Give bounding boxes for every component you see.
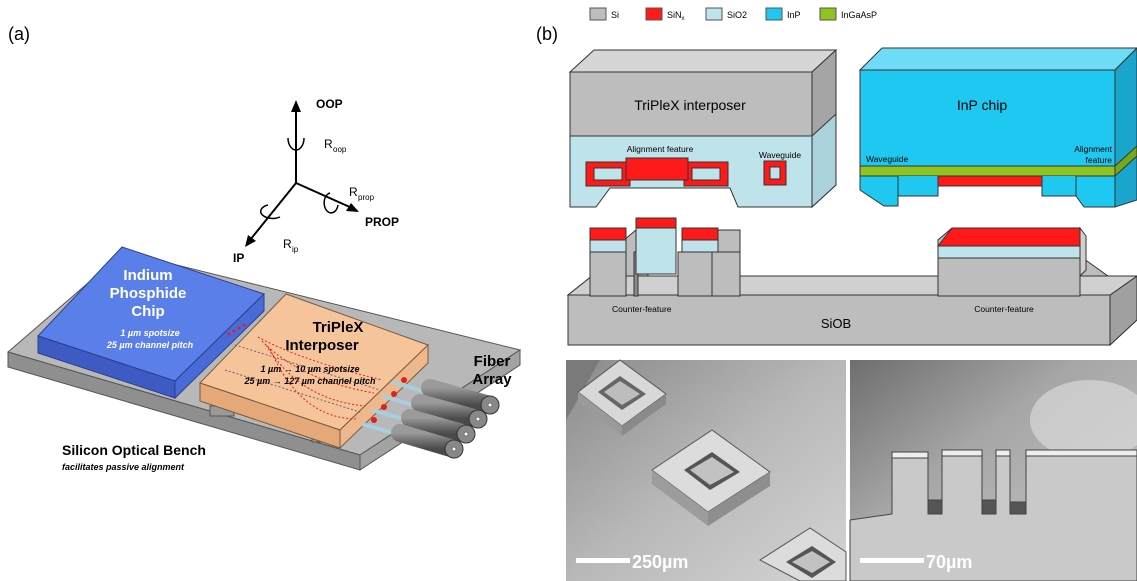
legend-label-inp: InP [787,10,801,20]
inp-chip-line3: Chip [131,303,164,320]
interposer-spec1: 1 µm → 10 µm spotsize [261,364,360,374]
fiber [391,379,500,415]
inp-chip-block [858,47,1137,208]
sem-image-right: 70µm [849,360,1137,581]
panel-a: (a) OOP R oop R prop PROP IP R ip [6,24,522,472]
legend-swatch-ingaasp [819,7,837,21]
fiber [371,408,476,444]
interposer-line2: Interposer [285,337,359,354]
alignment-feature-label: Alignment feature [627,144,694,154]
scale-label-right: 70µm [926,552,972,572]
legend-label-sio2: SiO2 [727,10,747,20]
bench-subtitle: facilitates passive alignment [62,462,185,472]
bench-title: Silicon Optical Bench [62,442,206,458]
siob-block [566,217,1137,347]
inp-chip-spec2: 25 µm channel pitch [106,340,194,350]
ip-label: IP [233,251,244,265]
interposer-block [568,48,838,209]
sem-pad [759,527,847,581]
r-oop-label: R [324,137,333,151]
panel-b: (b) Si SiNx SiO2 InP InGaAsP [536,7,1137,581]
oop-label: OOP [316,97,343,111]
fiber-line1: Fiber [474,353,511,370]
mode-dots [227,323,407,423]
counter-feature-right-label: Counter-feature [974,304,1034,314]
waveguide-inp-label: Waveguide [866,154,908,164]
legend-swatch-sin [645,7,663,21]
legend-label-si: Si [611,10,619,20]
inp-chip-title: InP chip [957,97,1008,113]
scale-bar-right [860,558,924,563]
inp-chip-line2: Phosphide [110,285,187,302]
inp-chip-spec1: 1 µm spotsize [120,328,179,338]
legend: Si SiNx SiO2 InP InGaAsP [589,7,877,22]
alignment-inp-label-1: Alignment [1074,144,1112,154]
scale-label-left: 250µm [632,552,688,572]
counter-feature-left-label: Counter-feature [612,304,672,314]
r-prop-sub: prop [358,193,375,202]
fiber [361,422,464,459]
alignment-inp-label-2: feature [1086,155,1113,165]
axes-diagram [245,100,359,247]
siob-label: SiOB [821,316,851,331]
legend-swatch-inp [765,7,783,21]
r-ip-sub: ip [292,245,299,254]
legend-label-ingaasp: InGaAsP [841,10,877,20]
r-ip-label: R [283,237,292,251]
r-oop-sub: oop [333,145,347,154]
sem-pad [651,429,771,526]
fiber-line2: Array [472,371,512,388]
prop-label: PROP [365,215,399,229]
fiber [381,394,488,429]
inp-chip [37,246,265,400]
panel-a-label: (a) [8,24,30,44]
r-prop-label: R [349,185,358,199]
sem-image-left: 250µm [566,359,847,581]
inp-chip-line1: Indium [123,267,172,284]
scale-bar-left [576,558,630,563]
legend-swatch-sio2 [705,7,723,21]
interposer-waveguides [257,336,383,420]
sem-profile [849,449,1137,581]
interposer-title: TriPleX interposer [634,97,746,113]
legend-swatch-si [589,7,607,21]
panel-b-label: (b) [536,24,558,44]
legend-label-sin: SiNx [667,10,685,22]
fiber-array [361,379,500,459]
interposer-line1: TriPleX [313,319,364,336]
waveguide-left-label: Waveguide [759,150,801,160]
interposer-spec2: 25 µm → 127 µm channel pitch [244,376,376,386]
sem-pad [577,359,667,436]
